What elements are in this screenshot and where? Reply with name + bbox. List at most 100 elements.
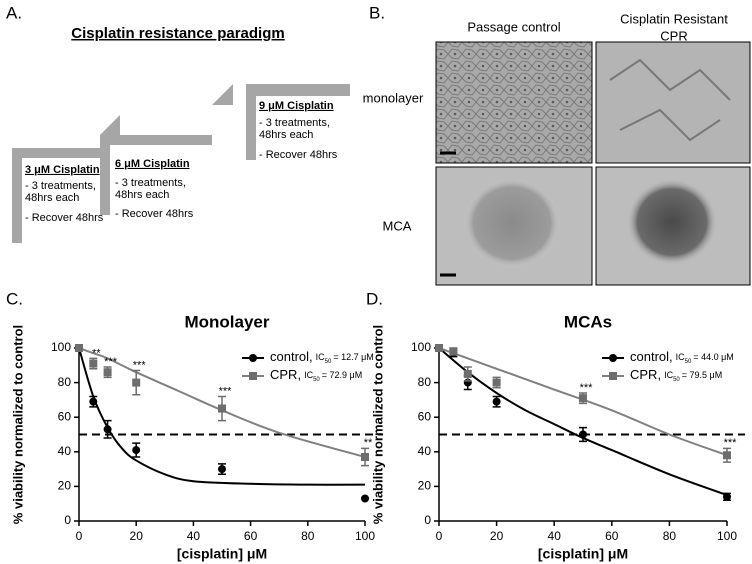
data-point xyxy=(132,378,141,387)
step-heading: 9 μM Cisplatin xyxy=(259,100,334,112)
y-axis-label: % viability normalized to control xyxy=(370,325,385,524)
y-tick-label: 100 xyxy=(51,340,71,354)
step-text: 48hrs each xyxy=(25,192,79,204)
spheroid xyxy=(464,178,560,268)
significance: *** xyxy=(133,359,147,371)
legend-marker xyxy=(249,354,257,362)
staircase xyxy=(12,84,350,243)
x-tick-label: 0 xyxy=(436,529,443,543)
step-text: - Recover 48hrs xyxy=(259,149,338,161)
panel-label: B. xyxy=(369,3,385,22)
column-label: Cisplatin Resistant xyxy=(620,11,728,26)
legend-entry: control, IC50 = 12.7 μM xyxy=(270,349,374,364)
y-tick-label: 100 xyxy=(411,340,431,354)
x-axis-label: [cisplatin] μM xyxy=(538,546,628,562)
chart-title: MCAs xyxy=(564,312,612,331)
x-tick-label: 80 xyxy=(301,529,315,543)
data-point xyxy=(103,425,112,434)
significance: ** xyxy=(92,347,101,359)
ic50-sub: 50 xyxy=(325,359,332,365)
panel-label: A. xyxy=(6,3,22,22)
data-point xyxy=(89,359,98,368)
step-heading: 6 μM Cisplatin xyxy=(115,158,190,170)
ic50-text: = 12.7 μM xyxy=(333,352,373,362)
y-tick-label: 0 xyxy=(64,513,71,527)
row-label: monolayer xyxy=(363,90,424,105)
x-tick-label: 100 xyxy=(355,529,375,543)
y-tick-label: 80 xyxy=(58,375,72,389)
significance: ** xyxy=(364,437,373,449)
ic50-prefix: IC xyxy=(664,370,674,380)
x-tick-label: 60 xyxy=(605,529,619,543)
ic50-prefix: IC xyxy=(304,370,314,380)
data-point xyxy=(435,344,443,352)
panel-label: D. xyxy=(366,289,383,308)
x-tick-label: 20 xyxy=(490,529,504,543)
step-text: - 3 treatments, xyxy=(115,177,186,189)
ic50-text: = 44.0 μM xyxy=(693,352,733,362)
legend-name: control, xyxy=(270,349,313,364)
data-point xyxy=(492,378,501,387)
data-point xyxy=(218,465,226,474)
ic50-sub: 50 xyxy=(685,359,692,365)
micrograph xyxy=(435,41,593,164)
step-text: 48hrs each xyxy=(115,189,169,201)
column-label: Passage control xyxy=(467,19,560,34)
legend-name: CPR, xyxy=(270,367,301,382)
ic50-text: = 72.9 μM xyxy=(322,370,362,380)
y-tick-label: 20 xyxy=(58,479,72,493)
legend-entry: CPR, IC50 = 72.9 μM xyxy=(270,367,362,382)
x-tick-label: 100 xyxy=(717,529,737,543)
fit-curve xyxy=(78,347,366,458)
x-tick-label: 80 xyxy=(663,529,677,543)
legend-marker xyxy=(249,372,257,380)
data-point xyxy=(361,452,369,461)
x-tick-label: 60 xyxy=(244,529,258,543)
data-point xyxy=(463,369,472,378)
row-label: MCA xyxy=(383,218,412,233)
significance: *** xyxy=(580,382,594,394)
y-axis-label: % viability normalized to control xyxy=(10,325,25,524)
legend-name: CPR, xyxy=(630,367,661,382)
data-point xyxy=(103,368,112,377)
data-point xyxy=(218,404,226,413)
step-text: - 3 treatments, xyxy=(259,117,330,129)
data-point xyxy=(723,492,731,501)
y-tick-label: 20 xyxy=(418,479,432,493)
fit-curve xyxy=(438,347,728,496)
data-point xyxy=(579,394,587,403)
ic50-prefix: IC xyxy=(316,352,326,362)
micrograph xyxy=(595,41,751,164)
data-point xyxy=(492,397,501,406)
column-label: CPR xyxy=(660,28,687,43)
data-point xyxy=(579,430,587,439)
x-axis-label: [cisplatin] μM xyxy=(177,546,267,562)
x-tick-label: 40 xyxy=(548,529,562,543)
ic50-sub: 50 xyxy=(313,377,320,383)
y-tick-label: 40 xyxy=(418,444,432,458)
legend-name: control, xyxy=(630,349,673,364)
step-text: - Recover 48hrs xyxy=(25,212,104,224)
significance: *** xyxy=(104,356,118,368)
cell-outline xyxy=(609,58,731,142)
legend-entry: CPR, IC50 = 79.5 μM xyxy=(630,367,722,382)
data-point xyxy=(75,344,83,352)
significance: *** xyxy=(724,437,738,449)
x-tick-label: 20 xyxy=(130,529,144,543)
fit-curve xyxy=(78,347,366,486)
y-tick-label: 60 xyxy=(58,409,72,423)
data-point xyxy=(449,347,458,356)
x-tick-label: 0 xyxy=(76,529,83,543)
y-tick-label: 0 xyxy=(424,513,431,527)
paradigm-title: Cisplatin resistance paradigm xyxy=(71,25,284,42)
ic50-prefix: IC xyxy=(676,352,686,362)
step-text: - Recover 48hrs xyxy=(115,208,194,220)
ic50-text: = 79.5 μM xyxy=(682,370,722,380)
data-point xyxy=(89,397,98,406)
x-tick-label: 40 xyxy=(187,529,201,543)
legend-marker xyxy=(609,354,617,362)
y-tick-label: 80 xyxy=(418,375,432,389)
step-text: - 3 treatments, xyxy=(25,180,96,192)
y-tick-label: 60 xyxy=(418,409,432,423)
